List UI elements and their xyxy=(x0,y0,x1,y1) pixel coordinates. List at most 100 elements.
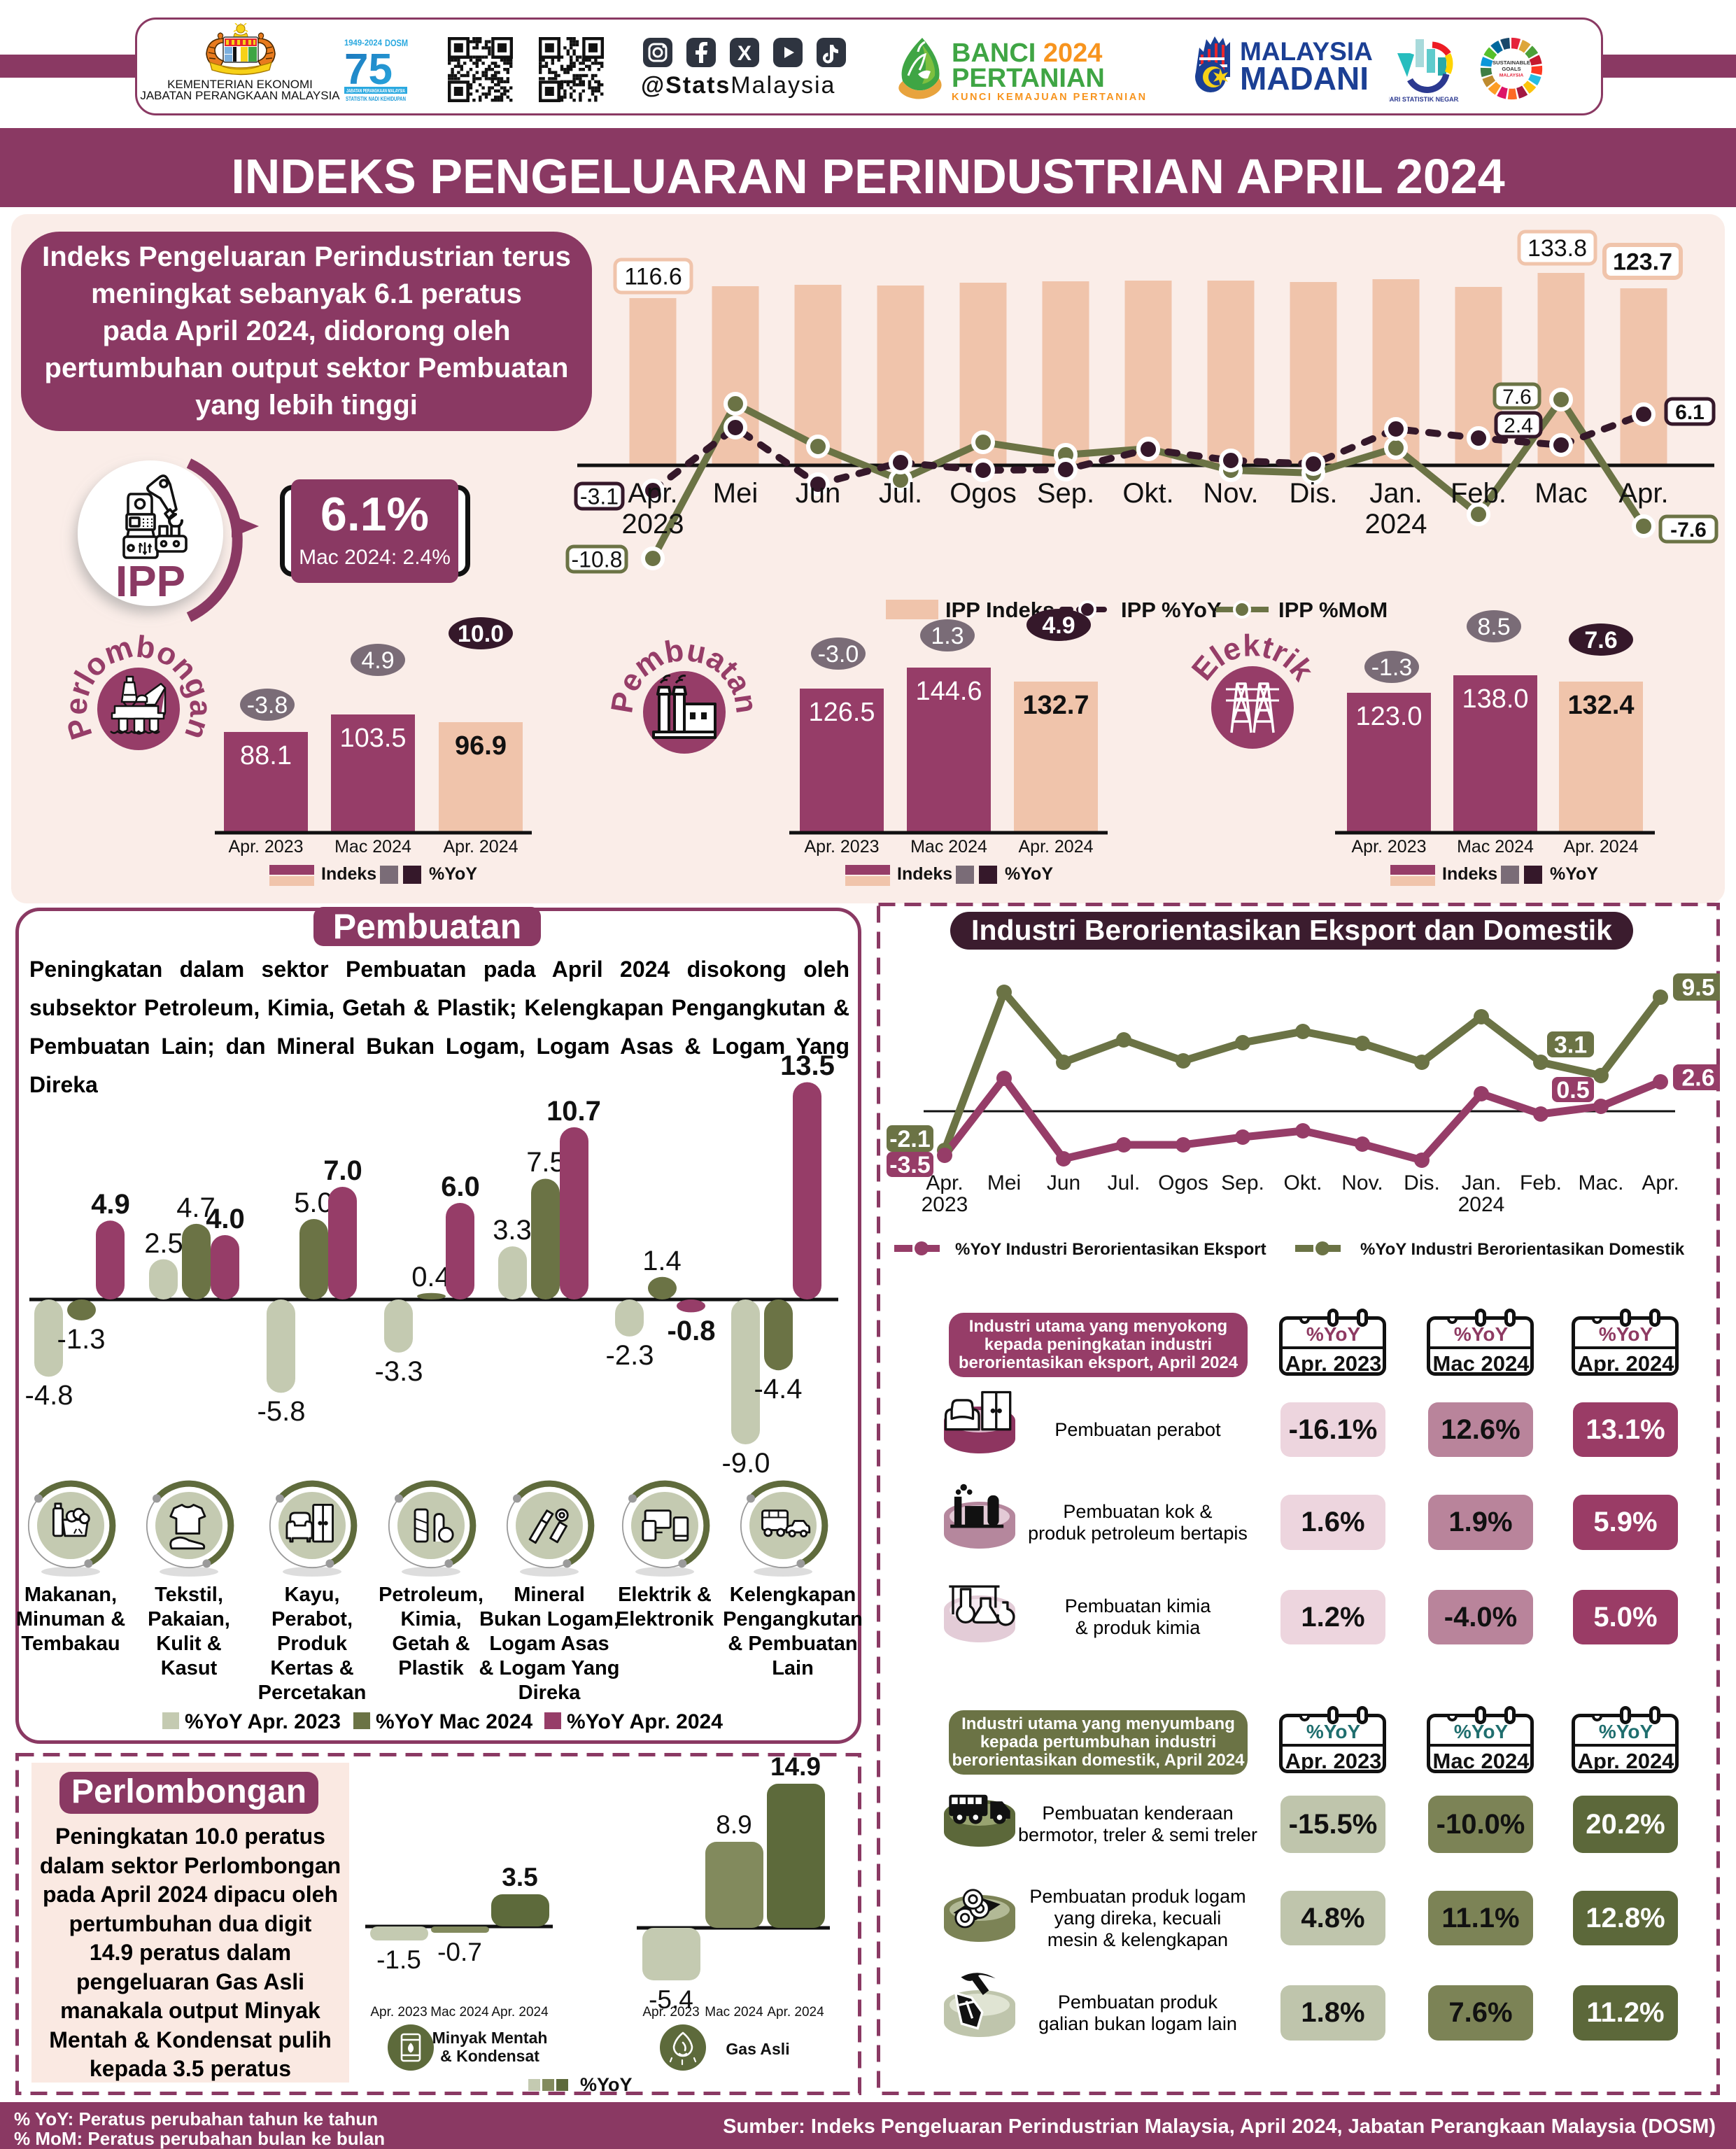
svg-text:6.1: 6.1 xyxy=(1675,401,1705,424)
svg-text:-9.0: -9.0 xyxy=(722,1448,770,1479)
svg-text:4.7: 4.7 xyxy=(176,1192,216,1223)
svg-text:-3.0: -3.0 xyxy=(818,641,859,668)
svg-text:9.5: 9.5 xyxy=(1681,975,1714,1001)
svg-text:%YoY Industri Berorientasikan: %YoY Industri Berorientasikan Domestik xyxy=(1360,1240,1685,1259)
svg-text:-3.3: -3.3 xyxy=(375,1356,423,1387)
svg-text:Mac 2024: Mac 2024 xyxy=(705,2005,763,2020)
svg-text:-2.3: -2.3 xyxy=(606,1340,654,1371)
svg-text:-1.3: -1.3 xyxy=(57,1324,106,1355)
svg-text:KUNCI KEMAJUAN PERTANIAN: KUNCI KEMAJUAN PERTANIAN xyxy=(952,92,1148,103)
svg-text:Mac 2024: Mac 2024 xyxy=(1457,837,1534,857)
svg-text:Apr.: Apr. xyxy=(1618,478,1668,509)
svg-text:3.3: 3.3 xyxy=(493,1215,532,1246)
svg-text:Okt.: Okt. xyxy=(1283,1171,1322,1195)
svg-text:Ogos: Ogos xyxy=(1158,1171,1208,1195)
svg-text:132.7: 132.7 xyxy=(1022,691,1089,720)
svg-text:-3.8: -3.8 xyxy=(247,692,288,719)
svg-text:-2.1: -2.1 xyxy=(889,1126,931,1153)
svg-text:7.6: 7.6 xyxy=(1584,627,1617,654)
svg-text:MADANI: MADANI xyxy=(1240,60,1369,97)
svg-text:Apr. 2023: Apr. 2023 xyxy=(370,2005,427,2020)
svg-text:2.4: 2.4 xyxy=(1504,414,1533,437)
svg-text:Indeks: Indeks xyxy=(321,864,376,884)
svg-text:STATISTIK NADI KEHIDUPAN: STATISTIK NADI KEHIDUPAN xyxy=(346,96,406,102)
svg-text:123.7: 123.7 xyxy=(1613,249,1672,276)
svg-text:8.5: 8.5 xyxy=(1477,614,1510,640)
svg-text:4.9: 4.9 xyxy=(1042,612,1075,639)
svg-text:Sep.: Sep. xyxy=(1037,478,1094,509)
svg-text:& Kondensat: & Kondensat xyxy=(440,2047,539,2065)
svg-text:Apr. 2023: Apr. 2023 xyxy=(228,837,303,857)
svg-text:14.9: 14.9 xyxy=(770,1753,821,1781)
svg-text:%YoY: %YoY xyxy=(580,2074,633,2095)
svg-text:Jul.: Jul. xyxy=(879,478,922,509)
svg-text:116.6: 116.6 xyxy=(624,264,682,290)
svg-text:IPP %YoY: IPP %YoY xyxy=(1121,598,1222,622)
svg-text:SUSTAINABLE: SUSTAINABLE xyxy=(1492,59,1530,66)
svg-text:126.5: 126.5 xyxy=(808,698,875,727)
svg-text:-5.4: -5.4 xyxy=(649,1985,693,2014)
svg-text:1949-2024: 1949-2024 xyxy=(344,38,382,48)
svg-text:2023: 2023 xyxy=(922,1193,968,1216)
svg-text:DOSM: DOSM xyxy=(385,37,408,48)
svg-text:4.9: 4.9 xyxy=(91,1189,130,1220)
svg-text:-0.7: -0.7 xyxy=(437,1938,482,1966)
svg-text:Apr.: Apr. xyxy=(926,1171,963,1195)
svg-text:Nov.: Nov. xyxy=(1203,478,1258,509)
svg-text:Apr. 2024: Apr. 2024 xyxy=(1018,837,1093,857)
svg-text:3.1: 3.1 xyxy=(1554,1032,1587,1059)
svg-text:Jan.: Jan. xyxy=(1369,478,1423,509)
svg-text:HARI STATISTIK NEGARA: HARI STATISTIK NEGARA xyxy=(1389,96,1459,103)
svg-text:Apr. 2024: Apr. 2024 xyxy=(443,837,518,857)
svg-text:-10.8: -10.8 xyxy=(572,547,623,572)
svg-text:JABATAN PERANGKAAN MALAYSIA: JABATAN PERANGKAAN MALAYSIA xyxy=(346,89,405,94)
svg-text:Apr. 2024: Apr. 2024 xyxy=(767,2005,824,2020)
svg-text:Mei: Mei xyxy=(713,478,758,509)
svg-text:-1.3: -1.3 xyxy=(1371,654,1413,681)
svg-text:Mac 2024: Mac 2024 xyxy=(334,837,411,857)
svg-text:-4.8: -4.8 xyxy=(25,1380,73,1411)
svg-text:10.7: 10.7 xyxy=(546,1096,601,1127)
svg-text:7.0: 7.0 xyxy=(323,1155,362,1186)
svg-text:138.0: 138.0 xyxy=(1462,684,1528,714)
svg-text:%YoY: %YoY xyxy=(1550,864,1598,884)
svg-text:Mac: Mac xyxy=(1534,478,1588,509)
svg-text:IPP %MoM: IPP %MoM xyxy=(1278,598,1388,622)
svg-text:Jun: Jun xyxy=(1047,1171,1080,1195)
svg-text:PERTANIAN: PERTANIAN xyxy=(952,64,1105,93)
svg-text:Feb.: Feb. xyxy=(1451,478,1506,509)
svg-text:-0.8: -0.8 xyxy=(668,1316,716,1346)
svg-text:GOALS: GOALS xyxy=(1502,66,1520,72)
svg-text:6.0: 6.0 xyxy=(441,1171,480,1202)
svg-text:%YoY Industri Berorientasikan: %YoY Industri Berorientasikan Eksport xyxy=(955,1240,1266,1259)
svg-text:Mac 2024: Mac 2024 xyxy=(430,2005,489,2020)
svg-text:2024: 2024 xyxy=(1365,509,1427,540)
svg-text:132.4: 132.4 xyxy=(1567,691,1634,720)
svg-text:Indeks: Indeks xyxy=(897,864,952,884)
svg-text:8.9: 8.9 xyxy=(716,1810,751,1839)
svg-text:Nov.: Nov. xyxy=(1341,1171,1383,1195)
svg-text:%YoY: %YoY xyxy=(1005,864,1053,884)
svg-text:123.0: 123.0 xyxy=(1355,702,1422,731)
svg-text:103.5: 103.5 xyxy=(339,724,406,753)
svg-text:Apr.: Apr. xyxy=(628,478,677,509)
svg-text:Jul.: Jul. xyxy=(1108,1171,1141,1195)
svg-text:0.5: 0.5 xyxy=(1556,1077,1589,1104)
svg-text:75: 75 xyxy=(344,45,393,94)
svg-text:4.9: 4.9 xyxy=(361,647,394,674)
svg-text:Gas Asli: Gas Asli xyxy=(726,2040,789,2058)
svg-text:Apr. 2023: Apr. 2023 xyxy=(1351,837,1426,857)
svg-text:Sep.: Sep. xyxy=(1221,1171,1264,1195)
svg-text:MALAYSIA: MALAYSIA xyxy=(1240,37,1373,66)
svg-text:13.5: 13.5 xyxy=(780,1050,835,1081)
svg-text:96.9: 96.9 xyxy=(455,731,507,761)
svg-text:Jun: Jun xyxy=(796,478,841,509)
svg-text:-3.5: -3.5 xyxy=(889,1152,931,1178)
svg-text:Okt.: Okt. xyxy=(1122,478,1173,509)
svg-text:Apr.: Apr. xyxy=(1642,1171,1679,1195)
svg-text:2.6: 2.6 xyxy=(1681,1065,1714,1092)
svg-text:Jan.: Jan. xyxy=(1462,1171,1502,1195)
svg-text:Dis.: Dis. xyxy=(1404,1171,1440,1195)
svg-text:Apr. 2024: Apr. 2024 xyxy=(1563,837,1638,857)
svg-text:Apr. 2023: Apr. 2023 xyxy=(804,837,879,857)
